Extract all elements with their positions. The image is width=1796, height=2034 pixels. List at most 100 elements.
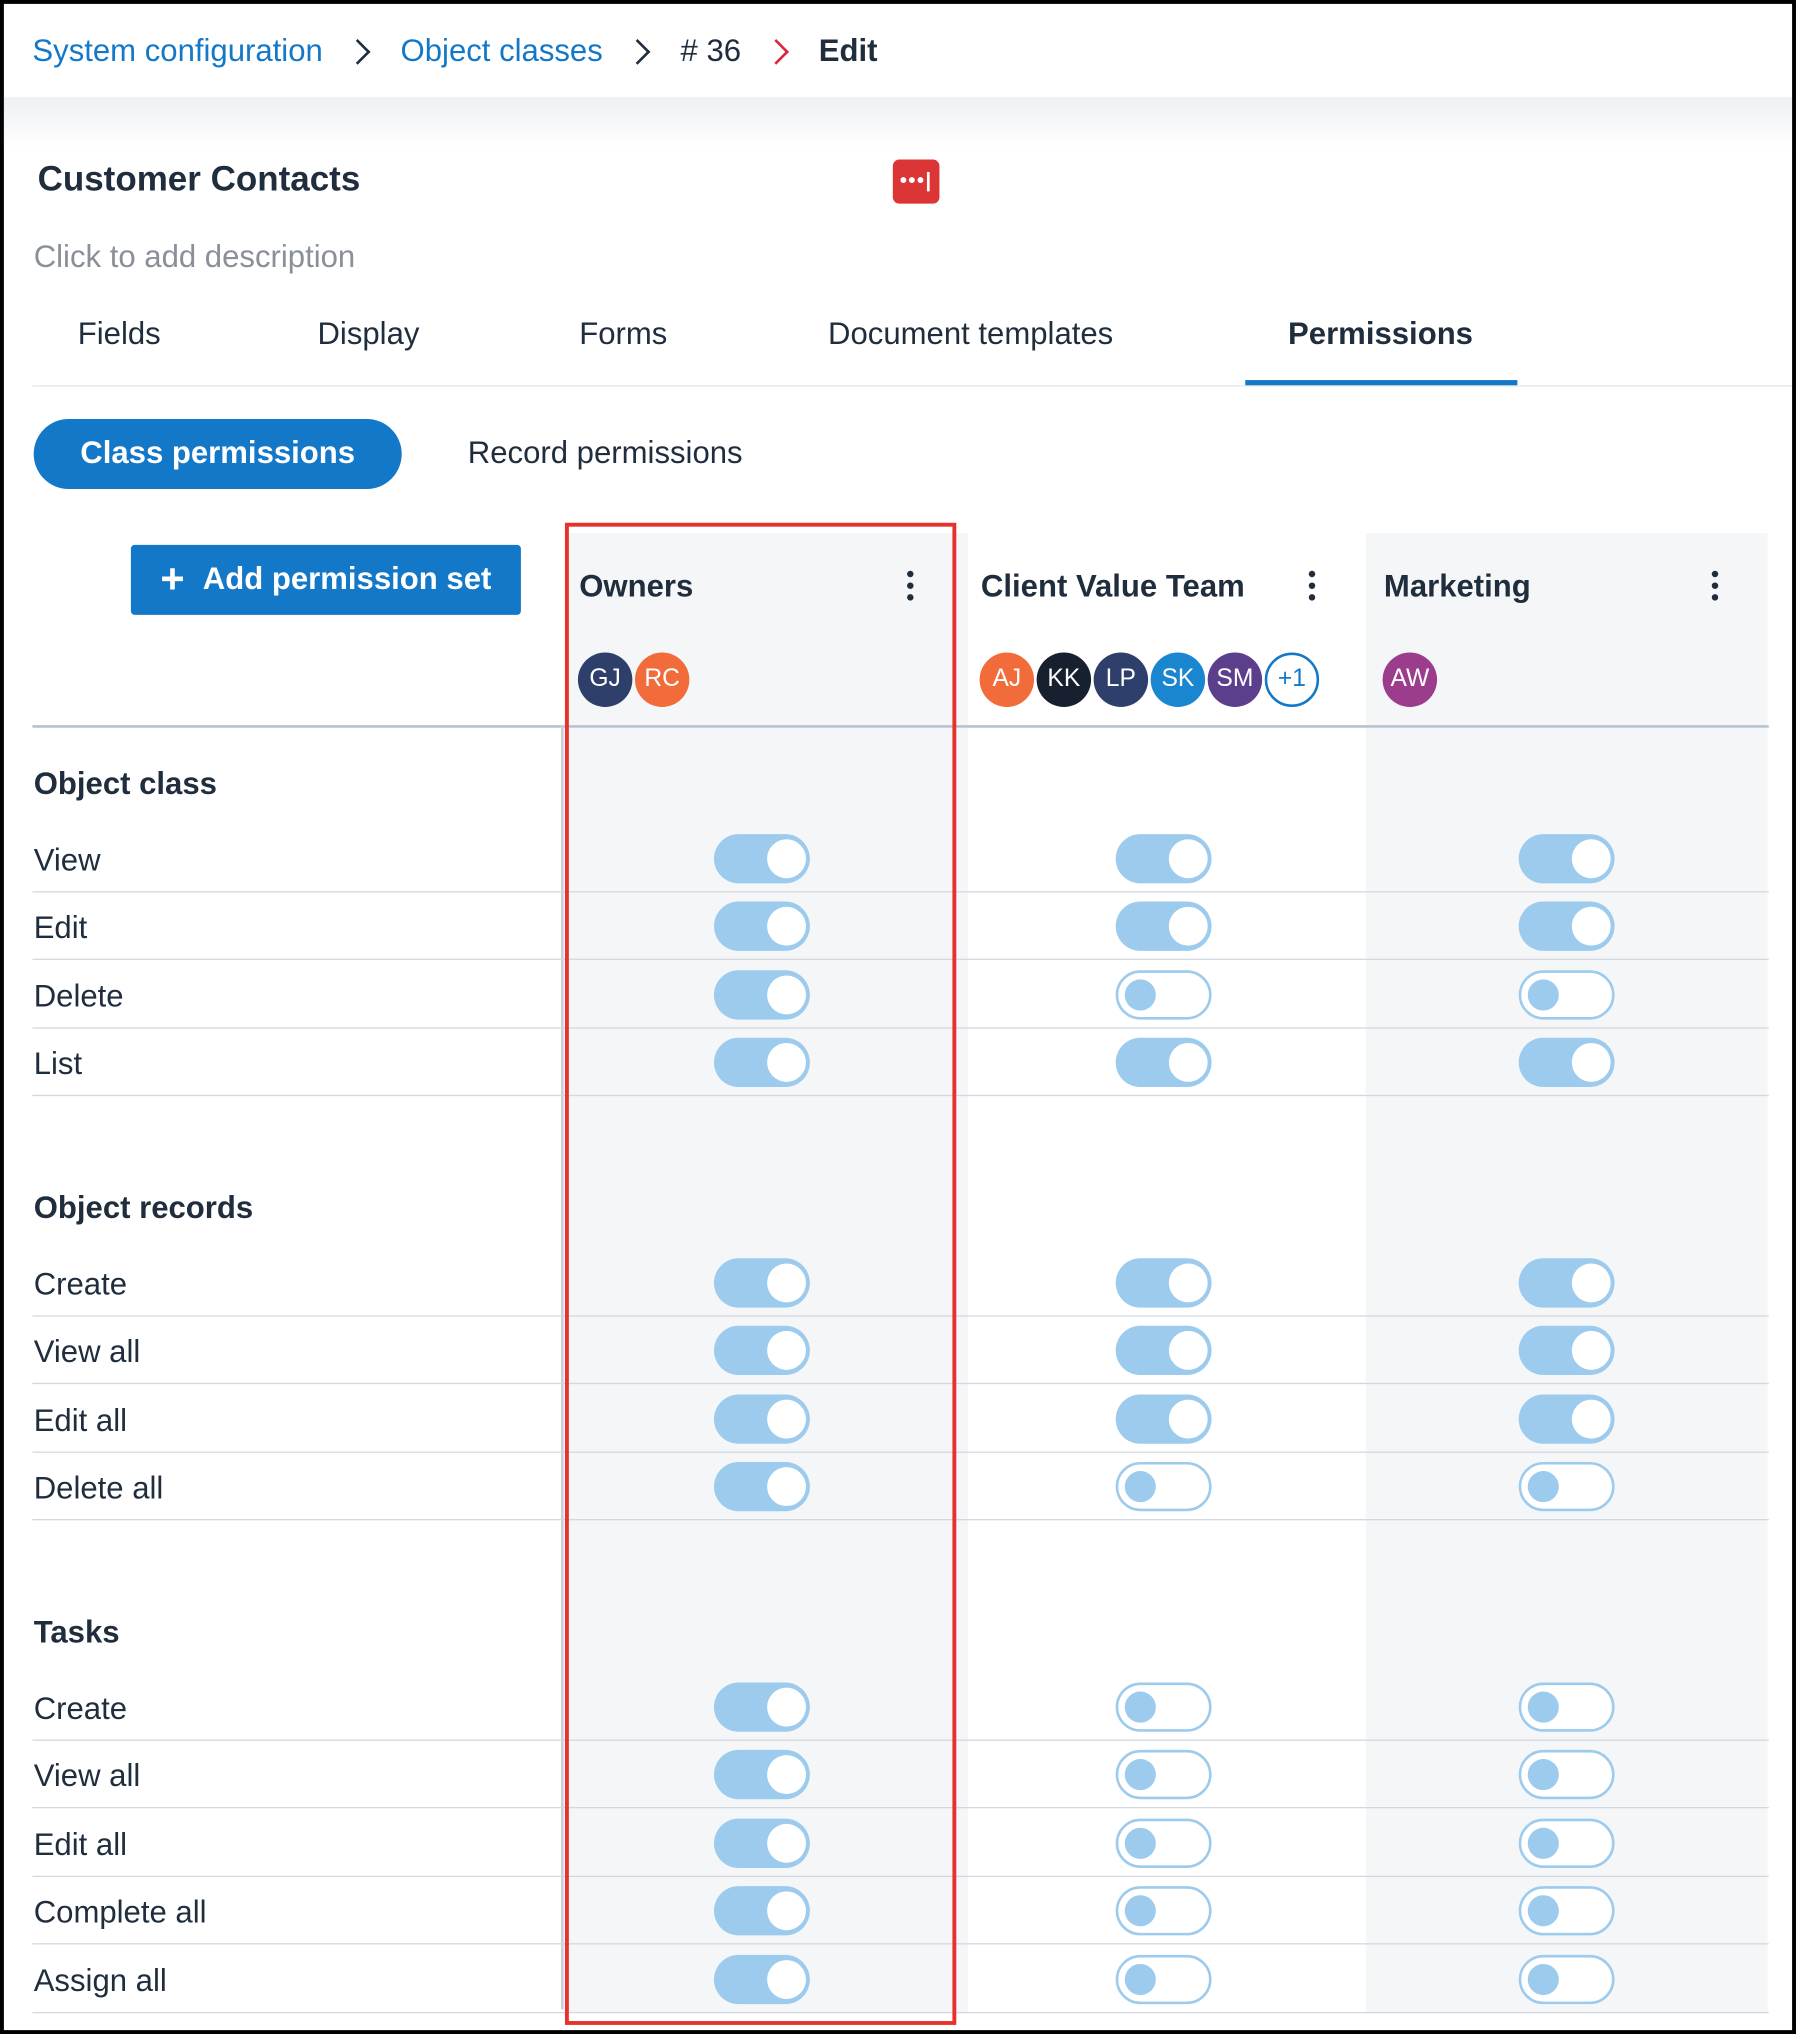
permission-set-name-owners[interactable]: Owners <box>579 569 694 605</box>
toggle-knob <box>1168 1043 1208 1083</box>
permission-toggle[interactable] <box>1115 1462 1212 1512</box>
permission-toggle[interactable] <box>1115 1326 1212 1376</box>
more-options-icon[interactable] <box>1308 570 1317 606</box>
tab-permissions[interactable]: Permissions <box>1288 316 1473 352</box>
toggle-knob <box>1168 1399 1208 1439</box>
permission-toggle[interactable] <box>713 1038 810 1088</box>
more-options-icon[interactable] <box>1711 570 1720 606</box>
permission-toggle[interactable] <box>1518 1750 1615 1800</box>
permission-toggle[interactable] <box>713 1818 810 1868</box>
add-permission-set-button[interactable]: + Add permission set <box>130 544 521 615</box>
more-options-icon[interactable] <box>907 570 915 606</box>
permission-toggle[interactable] <box>1115 970 1212 1020</box>
toggle-knob <box>767 1399 806 1439</box>
row-divider <box>32 1451 1769 1453</box>
avatar[interactable]: RC <box>634 652 690 707</box>
permission-toggle[interactable] <box>1115 834 1212 884</box>
toggle-knob <box>767 839 806 879</box>
breadcrumb-system-configuration[interactable]: System configuration <box>32 33 323 69</box>
permission-toggle[interactable] <box>1518 1394 1615 1444</box>
permission-toggle[interactable] <box>713 1886 810 1936</box>
row-divider <box>32 1027 1769 1029</box>
breadcrumb-record-id[interactable]: # 36 <box>680 33 742 69</box>
permission-toggle[interactable] <box>1518 1886 1615 1936</box>
more-members-badge[interactable]: +1 <box>1264 652 1320 707</box>
permission-toggle[interactable] <box>1115 1682 1212 1732</box>
page-title[interactable]: Customer Contacts <box>37 159 361 199</box>
toggle-knob <box>767 907 806 947</box>
description-placeholder[interactable]: Click to add description <box>33 239 356 276</box>
avatar[interactable]: LP <box>1093 652 1149 707</box>
avatar[interactable]: AW <box>1382 652 1438 707</box>
toggle-knob <box>1168 1263 1208 1303</box>
avatar[interactable]: KK <box>1036 652 1092 707</box>
password-manager-icon[interactable]: •••| <box>892 159 940 204</box>
toggle-knob <box>1571 1399 1611 1439</box>
tab-display[interactable]: Display <box>317 316 420 352</box>
breadcrumb-object-classes[interactable]: Object classes <box>400 33 603 69</box>
permission-toggle[interactable] <box>1518 1258 1615 1308</box>
tab-forms[interactable]: Forms <box>579 316 668 352</box>
row-divider <box>32 891 1769 893</box>
permission-toggle[interactable] <box>713 1462 810 1512</box>
add-permission-set-label: Add permission set <box>202 561 492 597</box>
permission-set-name-client-value-team[interactable]: Client Value Team <box>980 569 1245 605</box>
class-permissions-tab[interactable]: Class permissions <box>33 418 402 490</box>
permission-label: Assign all <box>33 1963 167 1999</box>
section-title: Object records <box>33 1190 254 1226</box>
permission-toggle[interactable] <box>1518 1818 1615 1868</box>
toggle-knob <box>767 1043 806 1083</box>
column-divider <box>561 725 564 2010</box>
active-tab-indicator <box>1245 380 1518 386</box>
header-shadow <box>3 97 1793 150</box>
permission-toggle[interactable] <box>713 902 810 952</box>
permission-toggle[interactable] <box>713 1954 810 2004</box>
row-divider <box>32 959 1769 961</box>
permission-toggle[interactable] <box>713 1750 810 1800</box>
permission-label: Create <box>33 1267 128 1303</box>
permission-toggle[interactable] <box>713 1258 810 1308</box>
tab-fields[interactable]: Fields <box>77 316 161 352</box>
owners-members: GJ RC <box>577 652 692 707</box>
avatar[interactable]: SK <box>1150 652 1206 707</box>
permission-toggle[interactable] <box>1115 1886 1212 1936</box>
permission-toggle[interactable] <box>1115 1394 1212 1444</box>
permission-toggle[interactable] <box>1518 970 1615 1020</box>
permission-toggle[interactable] <box>1115 902 1212 952</box>
avatar[interactable]: AJ <box>979 652 1035 707</box>
permission-toggle[interactable] <box>1518 1326 1615 1376</box>
row-divider <box>32 2011 1769 2013</box>
permission-toggle[interactable] <box>713 1326 810 1376</box>
permission-toggle[interactable] <box>1115 1258 1212 1308</box>
record-permissions-tab[interactable]: Record permissions <box>467 435 743 471</box>
main-tabs: Fields Display Forms Document templates … <box>32 313 1793 387</box>
permission-toggle[interactable] <box>713 1682 810 1732</box>
header-divider <box>32 725 1769 728</box>
tab-document-templates[interactable]: Document templates <box>828 316 1114 352</box>
permission-toggle[interactable] <box>713 970 810 1020</box>
avatar[interactable]: GJ <box>577 652 633 707</box>
permission-toggle[interactable] <box>1115 1818 1212 1868</box>
permission-toggle[interactable] <box>713 1394 810 1444</box>
chevron-right-icon <box>763 39 789 65</box>
permission-toggle[interactable] <box>1518 1462 1615 1512</box>
permission-toggle[interactable] <box>1518 834 1615 884</box>
permission-set-name-marketing[interactable]: Marketing <box>1383 569 1531 605</box>
permission-toggle[interactable] <box>1518 1954 1615 2004</box>
chevron-right-icon <box>344 39 371 65</box>
permission-toggle[interactable] <box>1115 1038 1212 1088</box>
toggle-knob <box>1124 1691 1156 1723</box>
permission-toggle[interactable] <box>1115 1954 1212 2004</box>
permission-toggle[interactable] <box>1115 1750 1212 1800</box>
toggle-knob <box>1168 907 1208 947</box>
toggle-knob <box>1571 1043 1611 1083</box>
toggle-knob <box>767 1823 806 1863</box>
avatar[interactable]: SM <box>1207 652 1263 707</box>
permission-toggle[interactable] <box>1518 1682 1615 1732</box>
row-divider <box>32 1095 1769 1097</box>
plus-icon: + <box>160 554 185 602</box>
permission-toggle[interactable] <box>713 834 810 884</box>
permission-toggle[interactable] <box>1518 902 1615 952</box>
permission-toggle[interactable] <box>1518 1038 1615 1088</box>
